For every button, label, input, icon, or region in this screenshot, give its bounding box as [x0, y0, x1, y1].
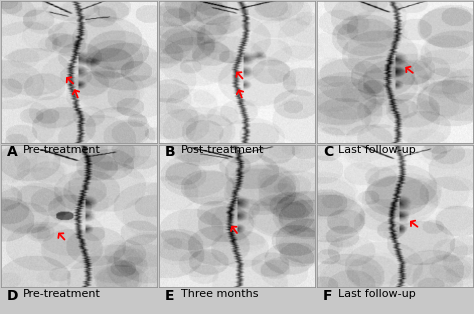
Text: Three months: Three months: [181, 289, 258, 299]
Text: E: E: [165, 289, 174, 303]
Text: Pre-treatment: Pre-treatment: [23, 289, 100, 299]
Text: Post-treatment: Post-treatment: [181, 145, 264, 155]
Text: A: A: [7, 145, 18, 159]
Text: C: C: [323, 145, 333, 159]
Text: B: B: [165, 145, 175, 159]
Text: D: D: [7, 289, 18, 303]
Text: Last follow-up: Last follow-up: [338, 145, 416, 155]
Text: Last follow-up: Last follow-up: [338, 289, 416, 299]
Text: F: F: [323, 289, 332, 303]
Text: Pre-treatment: Pre-treatment: [23, 145, 100, 155]
